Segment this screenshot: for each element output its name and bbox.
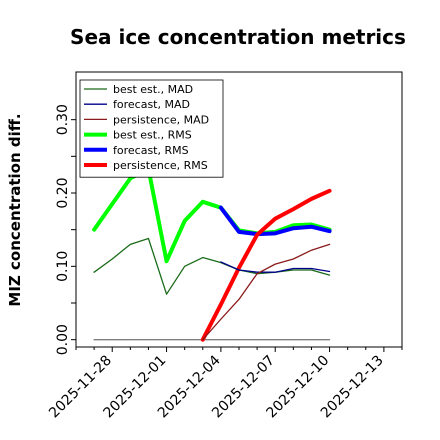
legend-label: persistence, MAD xyxy=(113,113,209,126)
series-layer xyxy=(92,166,332,342)
y-axis-label: MIZ concentration diff. xyxy=(6,113,24,306)
series-line-persistence-mad xyxy=(202,243,331,341)
series-line-forecast-rms xyxy=(218,205,332,237)
series-line-best-est-mad xyxy=(93,237,331,295)
legend-label: best est., RMS xyxy=(113,129,192,142)
y-tick-label: 0.00 xyxy=(55,324,71,355)
y-ticks: 0.00 0.10 0.20 0.30 xyxy=(55,104,76,355)
y-tick-label: 0.20 xyxy=(55,177,71,208)
legend-box xyxy=(79,79,224,178)
y-tick-label: 0.30 xyxy=(55,104,71,135)
legend-label: persistence, RMS xyxy=(113,159,208,172)
series-line-forecast-mad xyxy=(220,261,331,273)
legend: best est., MAD forecast, MAD persistence, … xyxy=(79,79,224,178)
y-tick-label: 0.10 xyxy=(55,251,71,282)
legend-label: forecast, MAD xyxy=(113,98,190,111)
x-ticks: 2025-11-282025-12-012025-12-042025-12-07… xyxy=(46,347,403,421)
series-line-persistence-rms xyxy=(200,188,332,342)
plot-frame xyxy=(75,71,403,348)
legend-label: forecast, RMS xyxy=(113,144,189,157)
legend-label: best est., MAD xyxy=(113,83,193,96)
series-line-best-est-rms xyxy=(92,166,332,264)
chart-title: Sea ice concentration metrics xyxy=(70,25,406,49)
